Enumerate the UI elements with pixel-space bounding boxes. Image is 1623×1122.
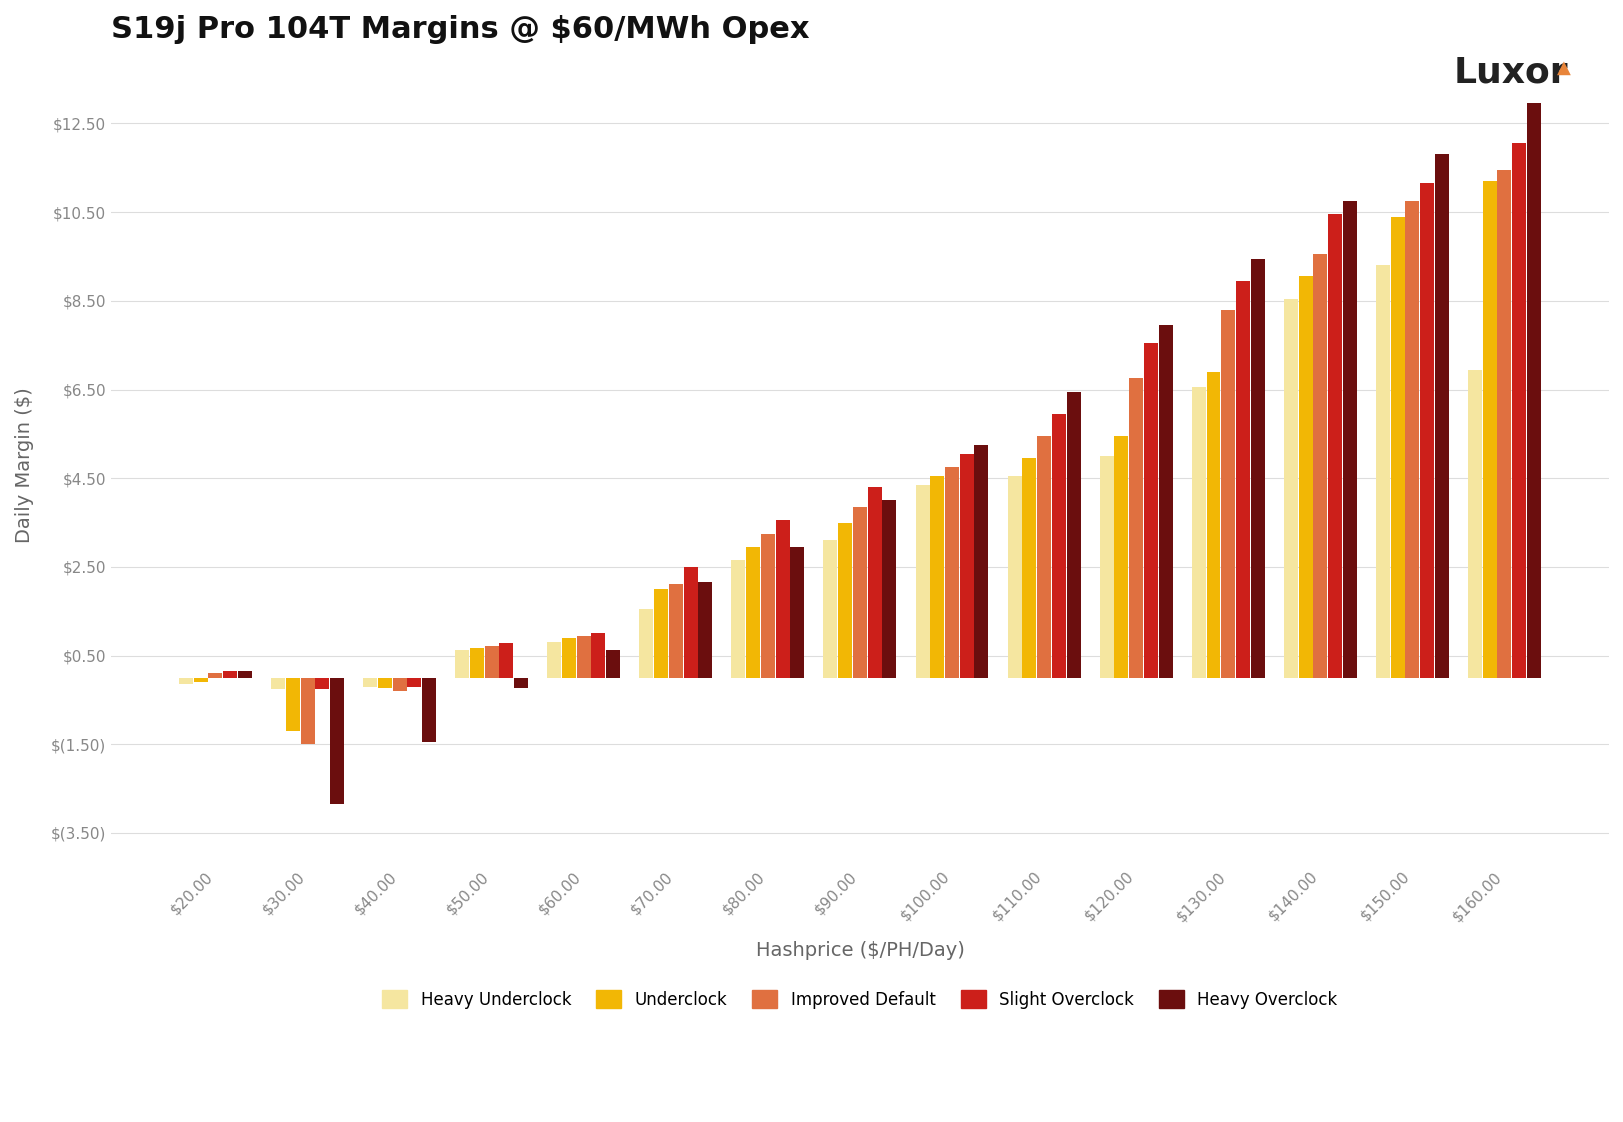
- Bar: [514, 678, 527, 688]
- Bar: [562, 637, 576, 678]
- Y-axis label: Daily Margin ($): Daily Margin ($): [15, 387, 34, 543]
- Bar: [1482, 181, 1496, 678]
- Bar: [654, 589, 667, 678]
- Bar: [776, 521, 789, 678]
- Bar: [422, 678, 437, 742]
- Bar: [945, 467, 959, 678]
- Bar: [286, 678, 300, 730]
- Bar: [881, 500, 896, 678]
- Bar: [1066, 392, 1079, 678]
- Bar: [1191, 387, 1204, 678]
- Bar: [1143, 343, 1157, 678]
- Bar: [1313, 255, 1326, 678]
- Bar: [1157, 325, 1172, 678]
- Bar: [1250, 259, 1264, 678]
- Bar: [745, 546, 760, 678]
- Bar: [576, 636, 591, 678]
- Bar: [547, 642, 562, 678]
- Bar: [1298, 276, 1311, 678]
- Bar: [790, 546, 803, 678]
- Bar: [193, 678, 208, 682]
- Bar: [867, 487, 881, 678]
- Bar: [393, 678, 406, 691]
- Text: S19j Pro 104T Margins @ $60/MWh Opex: S19j Pro 104T Margins @ $60/MWh Opex: [110, 15, 808, 44]
- Text: Luxor: Luxor: [1453, 56, 1568, 90]
- Text: ▲: ▲: [1556, 58, 1569, 76]
- Bar: [761, 534, 774, 678]
- Bar: [1128, 378, 1143, 678]
- Bar: [179, 678, 193, 684]
- Bar: [378, 678, 391, 688]
- Bar: [1284, 298, 1297, 678]
- Bar: [454, 651, 469, 678]
- Bar: [1419, 183, 1433, 678]
- Bar: [222, 671, 237, 678]
- Bar: [1235, 280, 1250, 678]
- Bar: [852, 507, 867, 678]
- Bar: [1435, 155, 1448, 678]
- Bar: [605, 651, 620, 678]
- Bar: [837, 523, 852, 678]
- Bar: [1022, 458, 1035, 678]
- Bar: [930, 476, 943, 678]
- Bar: [639, 609, 652, 678]
- Bar: [1511, 144, 1526, 678]
- Bar: [239, 671, 252, 678]
- Bar: [1526, 103, 1540, 678]
- Bar: [1220, 310, 1235, 678]
- Bar: [1342, 201, 1355, 678]
- Bar: [1496, 171, 1511, 678]
- Bar: [484, 646, 498, 678]
- Bar: [271, 678, 286, 689]
- Bar: [1099, 456, 1113, 678]
- Bar: [915, 485, 928, 678]
- X-axis label: Hashprice ($/PH/Day): Hashprice ($/PH/Day): [755, 940, 964, 959]
- Bar: [1375, 265, 1389, 678]
- Bar: [1006, 476, 1021, 678]
- Bar: [1328, 214, 1341, 678]
- Bar: [315, 678, 329, 689]
- Bar: [1052, 414, 1065, 678]
- Bar: [959, 453, 974, 678]
- Bar: [669, 583, 682, 678]
- Bar: [1467, 369, 1482, 678]
- Bar: [591, 634, 605, 678]
- Bar: [730, 560, 745, 678]
- Bar: [208, 673, 222, 678]
- Bar: [300, 678, 315, 744]
- Bar: [1113, 436, 1128, 678]
- Bar: [407, 678, 420, 687]
- Bar: [469, 647, 484, 678]
- Bar: [500, 643, 513, 678]
- Bar: [1037, 436, 1050, 678]
- Bar: [329, 678, 344, 804]
- Bar: [698, 582, 712, 678]
- Bar: [1389, 217, 1404, 678]
- Bar: [1404, 201, 1419, 678]
- Legend: Heavy Underclock, Underclock, Improved Default, Slight Overclock, Heavy Overcloc: Heavy Underclock, Underclock, Improved D…: [375, 984, 1344, 1015]
- Bar: [974, 445, 988, 678]
- Bar: [823, 541, 837, 678]
- Bar: [1206, 371, 1220, 678]
- Bar: [683, 567, 698, 678]
- Bar: [364, 678, 377, 687]
